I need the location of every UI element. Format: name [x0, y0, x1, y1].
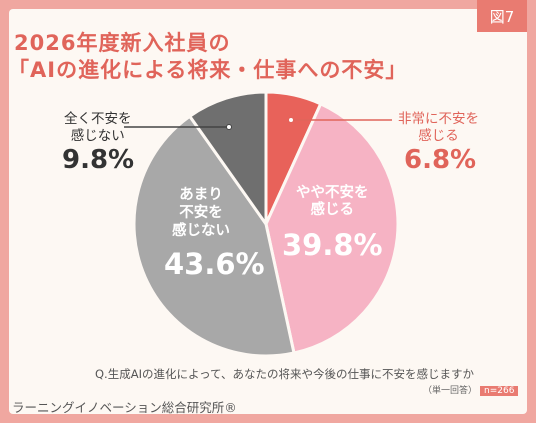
- response-type-note: （単一回答）: [423, 386, 478, 396]
- label-very-anxious-line-1: 非常に不安を: [398, 111, 479, 127]
- slice-somewhat-anxious: [264, 101, 400, 355]
- label-not-anxious-at-all-line-2: 感じない: [70, 128, 125, 144]
- sample-size-badge: n=266: [480, 386, 519, 396]
- label-not-very-anxious-line-2: 不安を: [179, 205, 223, 221]
- sample-info: （単一回答） n=266: [423, 383, 519, 396]
- label-somewhat-anxious: やや不安を 感じる: [296, 185, 369, 219]
- value-somewhat-anxious: 39.8%: [282, 228, 383, 262]
- slice-not-very-anxious: [132, 114, 296, 358]
- figure-number-tag: 図7: [477, 0, 527, 32]
- value-very-anxious: 6.8%: [404, 145, 477, 175]
- label-not-anxious-at-all: 全く不安を 感じない: [64, 111, 132, 145]
- footer-organization: ラーニングイノベーション総合研究所®: [12, 400, 237, 415]
- label-not-very-anxious-line-3: 感じない: [172, 223, 230, 239]
- label-very-anxious: 非常に不安を 感じる: [398, 111, 479, 145]
- leader-line-very-anxious-dot: [288, 117, 294, 123]
- label-somewhat-anxious-line-1: やや不安を: [296, 185, 369, 201]
- value-not-very-anxious: 43.6%: [164, 247, 265, 281]
- label-somewhat-anxious-line-2: 感じる: [310, 202, 355, 218]
- slice-not-anxious-at-all: [187, 90, 268, 229]
- chart-title-line-1: 2026年度新入社員の: [14, 31, 231, 55]
- label-very-anxious-line-2: 感じる: [418, 128, 459, 144]
- survey-question: Q.生成AIの進化によって、あなたの将来や今後の仕事に不安を感じますか: [95, 367, 474, 381]
- leader-line-not-anxious-at-all-dot: [226, 124, 232, 130]
- label-not-very-anxious: あまり 不安を 感じない: [172, 186, 230, 240]
- label-not-very-anxious-line-1: あまり: [179, 187, 223, 203]
- value-not-anxious-at-all: 9.8%: [62, 145, 135, 175]
- label-not-anxious-at-all-line-1: 全く不安を: [64, 111, 132, 127]
- chart-title-line-2: 「AIの進化による将来・仕事への不安」: [8, 58, 408, 82]
